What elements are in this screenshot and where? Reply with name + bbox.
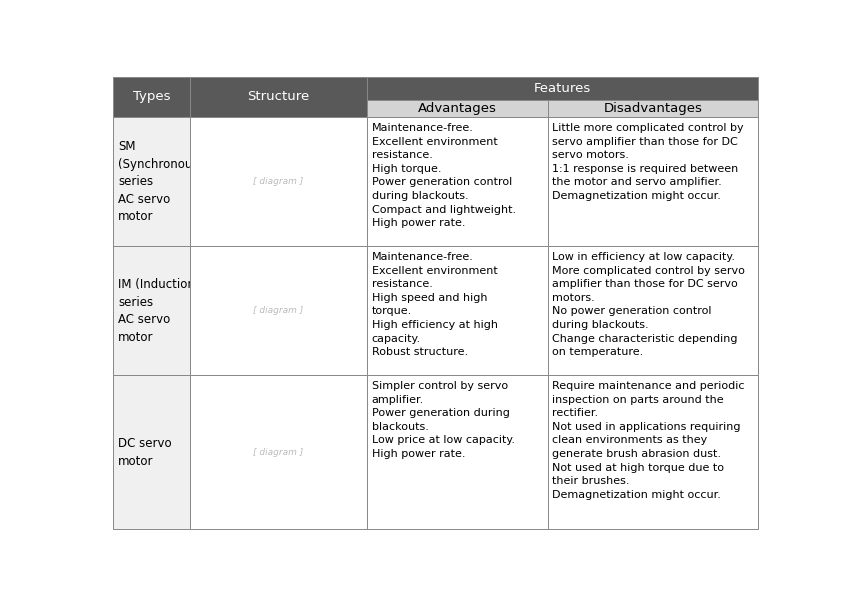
Bar [113, 247, 190, 376]
Bar [547, 100, 758, 118]
Bar [547, 247, 758, 376]
Bar [547, 376, 758, 529]
Bar [113, 376, 190, 529]
Text: [ diagram ]: [ diagram ] [253, 178, 303, 187]
Bar [367, 100, 547, 118]
Text: Types: Types [133, 91, 170, 103]
Bar [190, 118, 367, 247]
Bar [547, 118, 758, 247]
Text: Maintenance-free.
Excellent environment
resistance.
High speed and high
torque.
: Maintenance-free. Excellent environment … [371, 252, 497, 357]
Bar [190, 77, 367, 118]
Text: Little more complicated control by
servo amplifier than those for DC
servo motor: Little more complicated control by servo… [552, 123, 744, 201]
Text: Maintenance-free.
Excellent environment
resistance.
High torque.
Power generatio: Maintenance-free. Excellent environment … [371, 123, 516, 228]
Text: SM
(Synchronous)
series
AC servo
motor: SM (Synchronous) series AC servo motor [118, 140, 203, 223]
Text: Disadvantages: Disadvantages [604, 102, 702, 115]
Bar [113, 118, 190, 247]
Text: DC servo
motor: DC servo motor [118, 437, 172, 467]
Text: Advantages: Advantages [418, 102, 496, 115]
Text: Features: Features [534, 82, 592, 95]
Text: Simpler control by servo
amplifier.
Power generation during
blackouts.
Low price: Simpler control by servo amplifier. Powe… [371, 381, 514, 459]
Bar [113, 77, 190, 118]
Bar [367, 77, 758, 100]
Bar [190, 376, 367, 529]
Text: Structure: Structure [247, 91, 309, 103]
Bar [367, 118, 547, 247]
Bar [190, 247, 367, 376]
Text: [ diagram ]: [ diagram ] [253, 448, 303, 457]
Text: Low in efficiency at low capacity.
More complicated control by servo
amplifier t: Low in efficiency at low capacity. More … [552, 252, 745, 357]
Text: IM (Induction)
series
AC servo
motor: IM (Induction) series AC servo motor [118, 278, 200, 344]
Text: [ diagram ]: [ diagram ] [253, 307, 303, 316]
Bar [367, 376, 547, 529]
Bar [367, 247, 547, 376]
Text: Require maintenance and periodic
inspection on parts around the
rectifier.
Not u: Require maintenance and periodic inspect… [552, 381, 745, 500]
